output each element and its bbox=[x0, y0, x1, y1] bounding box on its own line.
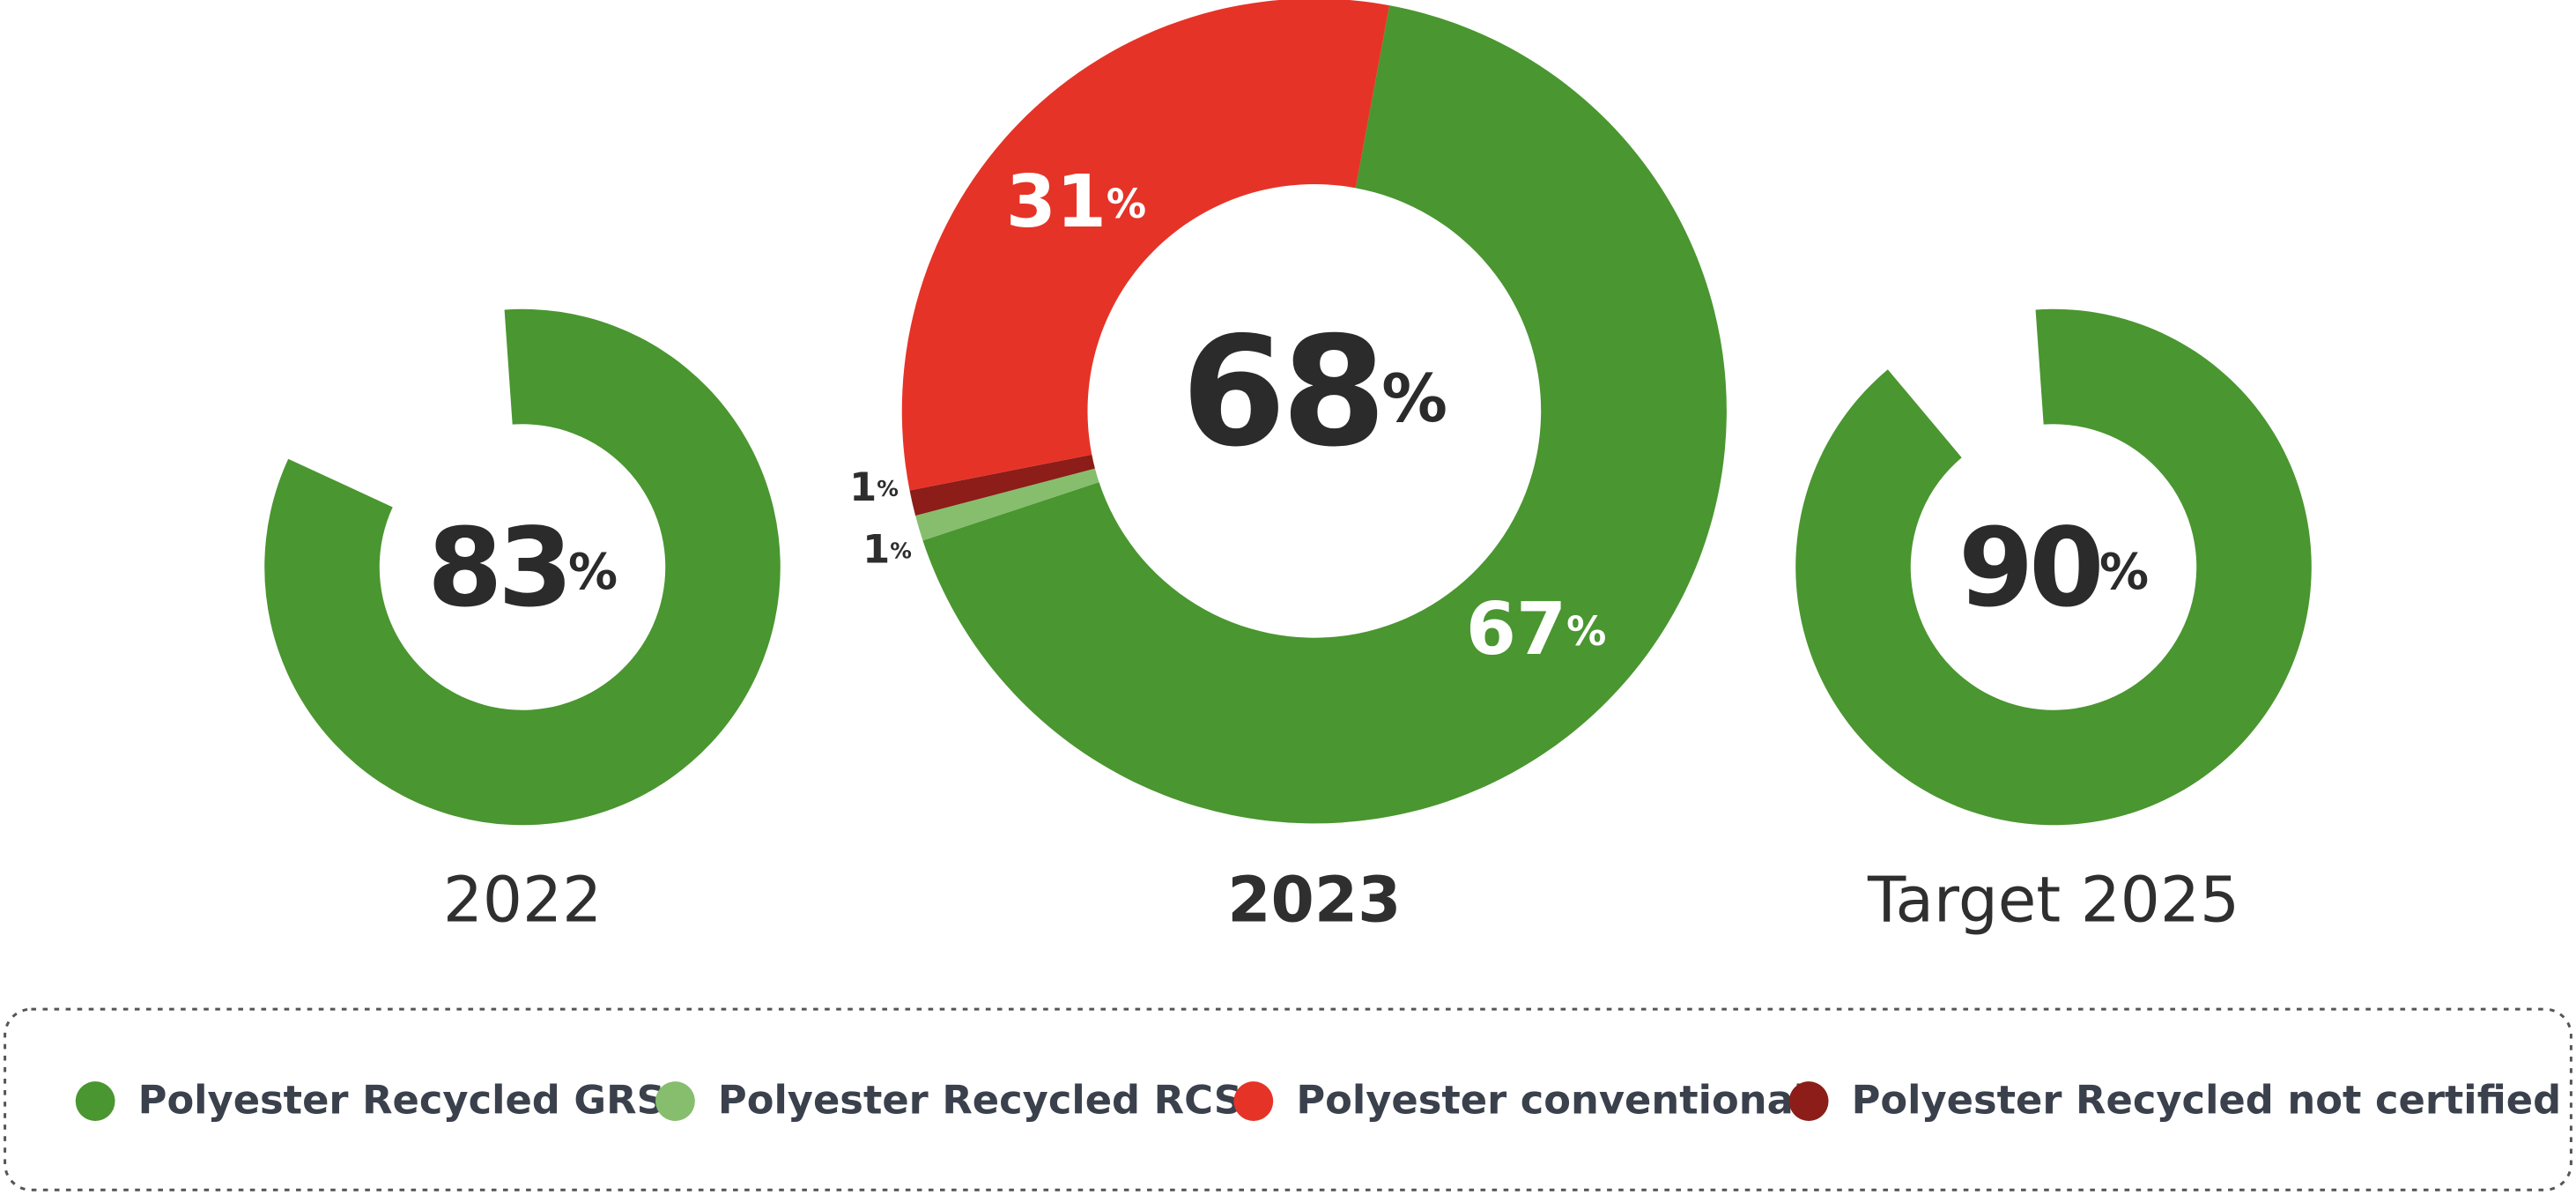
legend-label: Polyester conventional bbox=[1296, 1076, 1807, 1123]
legend-swatch bbox=[1233, 1081, 1274, 1121]
donut-segment bbox=[264, 308, 781, 826]
legend-swatch bbox=[1788, 1081, 1829, 1121]
segment-label-value: 67 bbox=[1466, 588, 1566, 672]
center-unit: % bbox=[568, 544, 618, 601]
legend-swatch bbox=[655, 1081, 695, 1121]
legend-label: Polyester Recycled RCS bbox=[718, 1076, 1242, 1123]
donut-segment bbox=[915, 468, 1099, 541]
segment-label: 1% bbox=[862, 526, 912, 573]
donut-title: Target 2025 bbox=[1867, 863, 2239, 936]
legend-label: Polyester Recycled GRS bbox=[138, 1076, 665, 1123]
center-label: 83% bbox=[427, 506, 618, 632]
segment-label-value: 31 bbox=[1006, 161, 1107, 245]
segment-label-unit: % bbox=[1107, 181, 1146, 227]
center-value: 83 bbox=[427, 506, 568, 632]
donut-segment bbox=[1795, 308, 2312, 826]
center-unit: % bbox=[1381, 360, 1447, 437]
segment-label-unit: % bbox=[877, 476, 899, 501]
center-label: 68% bbox=[1181, 305, 1447, 480]
donut-segment bbox=[909, 454, 1095, 516]
segment-label: 31% bbox=[1006, 161, 1146, 245]
legend-swatch bbox=[75, 1081, 115, 1121]
donut-title: 2022 bbox=[443, 863, 602, 936]
segment-label-unit: % bbox=[890, 538, 912, 564]
legend-box bbox=[4, 1007, 2572, 1191]
donut-segment bbox=[901, 0, 1390, 491]
center-value: 90 bbox=[1958, 506, 2099, 632]
segment-label-value: 1 bbox=[849, 464, 877, 510]
center-label: 90% bbox=[1958, 506, 2149, 632]
legend-label: Polyester Recycled not certified bbox=[1852, 1076, 2562, 1123]
center-unit: % bbox=[2099, 544, 2149, 601]
segment-label-value: 1 bbox=[862, 526, 890, 573]
donut-segment bbox=[922, 5, 1727, 824]
segment-label: 67% bbox=[1466, 588, 1606, 672]
center-value: 68 bbox=[1181, 305, 1382, 480]
donut-title: 2023 bbox=[1227, 863, 1401, 936]
segment-label: 1% bbox=[849, 464, 899, 510]
segment-label-unit: % bbox=[1566, 608, 1606, 655]
